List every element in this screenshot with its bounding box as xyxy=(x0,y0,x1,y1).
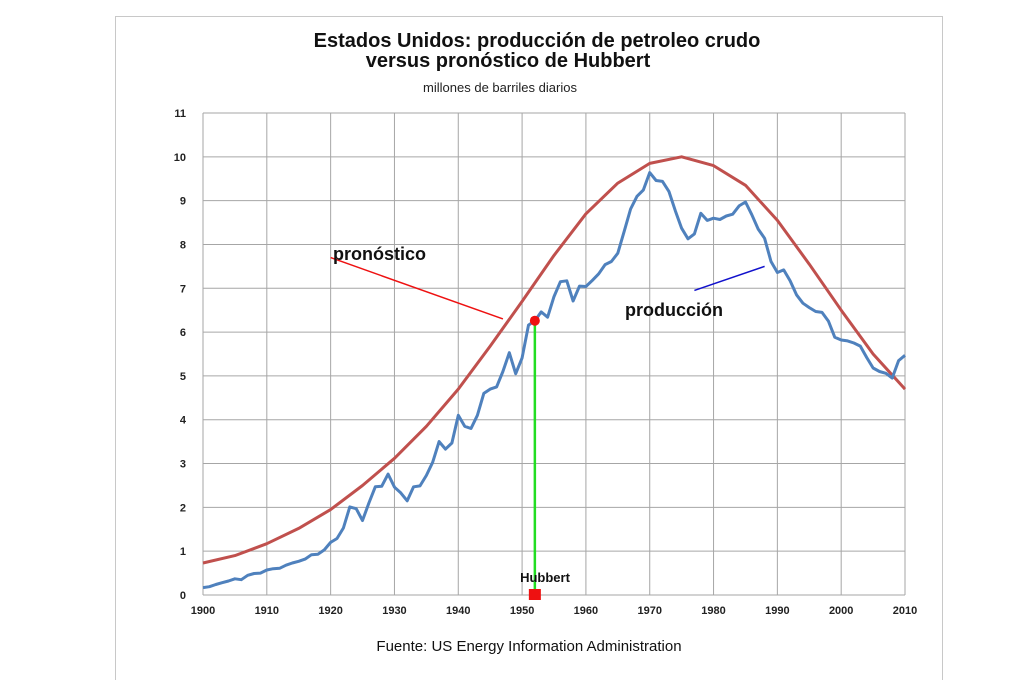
x-tick-label-2010: 2010 xyxy=(893,605,917,617)
forecast-label: pronóstico xyxy=(333,244,426,264)
y-tick-label-1: 1 xyxy=(180,546,186,558)
y-tick-label-11: 11 xyxy=(174,108,186,120)
chart-title-line1: Estados Unidos: producción de petroleo c… xyxy=(314,30,761,52)
hubbert-year-marker xyxy=(528,589,541,600)
y-tick-label-6: 6 xyxy=(180,327,186,339)
forecast-pointer-line xyxy=(330,256,504,320)
chart-title-line2: versus pronóstico de Hubbert xyxy=(366,50,651,72)
axis-tick-labels: 1900 1910 1920 1930 1940 1950 1960 1970 1980 1990… xyxy=(174,108,917,617)
x-tick-label-1900: 1900 xyxy=(191,605,215,617)
x-tick-label-1910: 1910 xyxy=(255,605,279,617)
x-tick-label-1950: 1950 xyxy=(510,605,534,617)
y-tick-label-2: 2 xyxy=(180,502,186,514)
production-series-line xyxy=(202,171,906,590)
x-tick-label-1960: 1960 xyxy=(574,605,598,617)
y-tick-label-7: 7 xyxy=(180,283,186,295)
x-tick-label-2000: 2000 xyxy=(829,605,853,617)
y-tick-label-3: 3 xyxy=(180,459,186,471)
hubbert-peak-point xyxy=(529,315,540,326)
chart-source: Fuente: US Energy Information Administra… xyxy=(376,638,681,655)
series-lines xyxy=(202,155,907,590)
grid xyxy=(202,112,906,596)
forecast-series-line xyxy=(202,155,907,565)
production-pointer-line xyxy=(694,265,765,292)
chart-frame xyxy=(115,16,943,680)
x-tick-label-1980: 1980 xyxy=(701,605,725,617)
y-tick-label-10: 10 xyxy=(174,152,186,164)
x-tick-label-1920: 1920 xyxy=(318,605,342,617)
x-tick-label-1970: 1970 xyxy=(637,605,661,617)
production-label: producción xyxy=(625,300,723,320)
y-tick-label-8: 8 xyxy=(180,239,186,251)
hubbert-label: Hubbert xyxy=(520,570,571,585)
y-tick-label-9: 9 xyxy=(180,196,186,208)
x-tick-label-1940: 1940 xyxy=(446,605,470,617)
chart-subtitle: millones de barriles diarios xyxy=(423,80,577,95)
y-tick-label-0: 0 xyxy=(180,590,186,602)
y-tick-label-4: 4 xyxy=(180,415,187,427)
annotations xyxy=(330,256,765,600)
x-tick-label-1930: 1930 xyxy=(382,605,406,617)
y-tick-label-5: 5 xyxy=(180,371,186,383)
x-tick-label-1990: 1990 xyxy=(765,605,789,617)
